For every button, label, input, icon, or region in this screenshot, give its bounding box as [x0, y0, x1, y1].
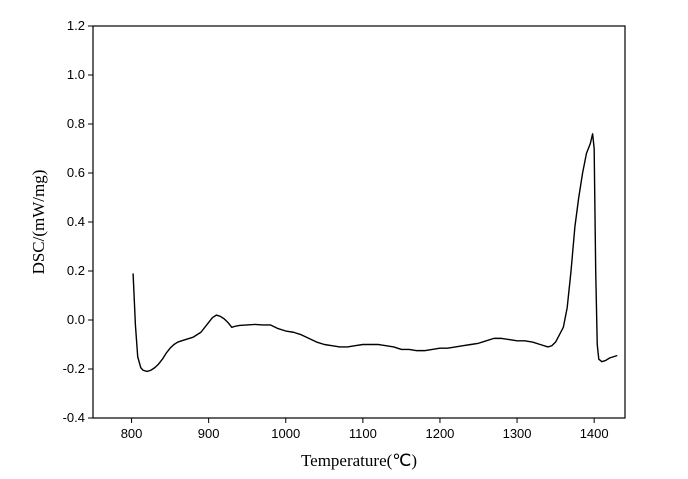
x-tick-label: 900: [198, 426, 220, 441]
y-tick-label: 0.8: [67, 116, 85, 131]
y-tick-label: 1.0: [67, 67, 85, 82]
y-tick-label: 0.2: [67, 263, 85, 278]
y-tick-label: 0.6: [67, 165, 85, 180]
y-tick-label: 0.4: [67, 214, 85, 229]
x-axis-title: Temperature(℃): [301, 451, 417, 470]
x-tick-label: 800: [121, 426, 143, 441]
x-tick-label: 1200: [425, 426, 454, 441]
y-axis-ticks: -0.4 -0.2 0.0 0.2 0.4 0.6 0.8 1.0 1.2: [63, 18, 93, 425]
x-axis-ticks: 800 900 1000 1100 1200 1300 1400: [121, 418, 609, 441]
y-tick-label: 0.0: [67, 312, 85, 327]
y-tick-label: -0.2: [63, 361, 85, 376]
x-tick-label: 1100: [349, 426, 377, 441]
x-tick-label: 1300: [503, 426, 532, 441]
plot-area: [92, 25, 626, 419]
y-tick-label: -0.4: [63, 410, 85, 425]
y-axis-title: DSC/(mW/mg): [29, 170, 48, 275]
x-tick-label: 1400: [580, 426, 609, 441]
y-tick-label: 1.2: [67, 18, 85, 33]
x-tick-label: 1000: [271, 426, 300, 441]
dsc-curve: [132, 133, 618, 373]
